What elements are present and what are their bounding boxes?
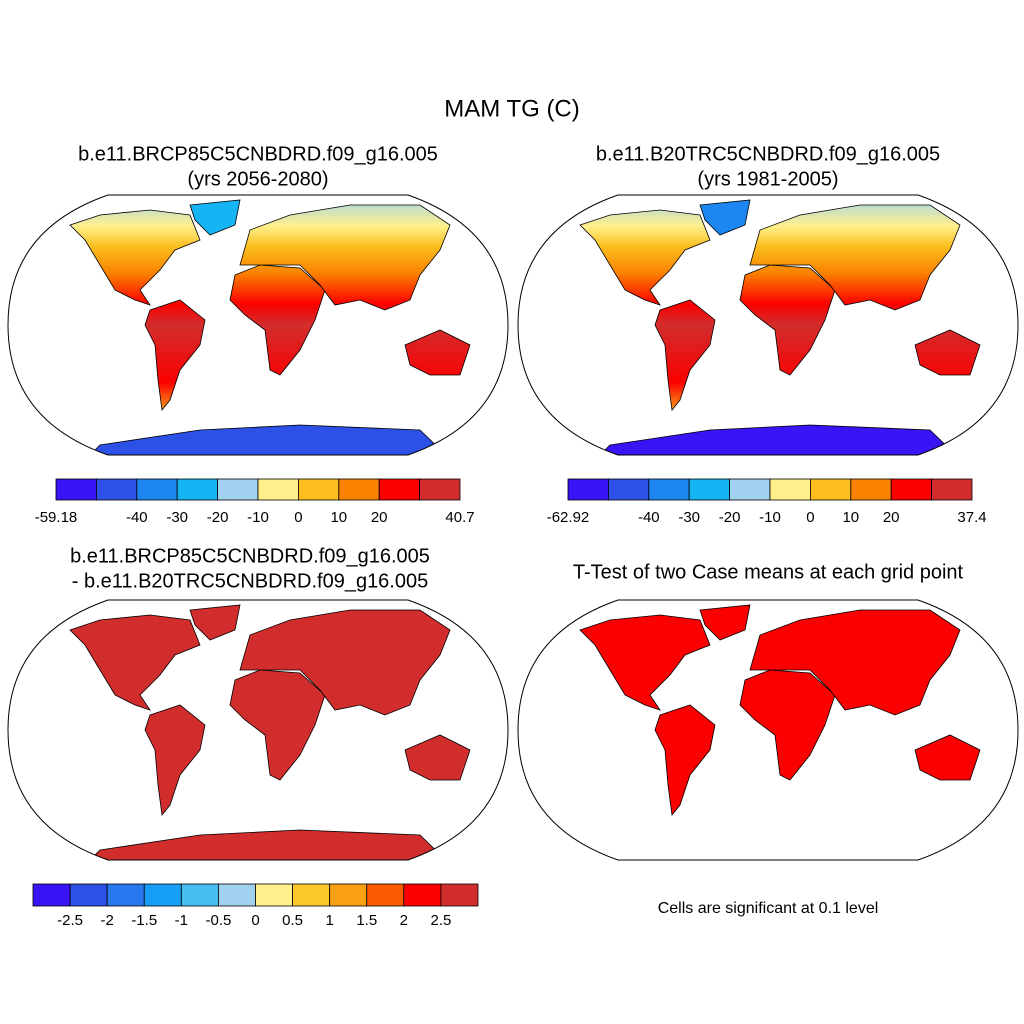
colorbar-label: -20 [719,509,741,526]
note: Cells are significant at 0.1 level [658,900,879,917]
colorbar-box [55,478,97,501]
colorbar-box [292,883,331,907]
colorbar-label: -0.5 [205,912,231,929]
colorbar-box [96,478,138,501]
colorbar-box [890,478,933,501]
colorbar-box [176,478,218,501]
panel-title: b.e11.B20TRC5CNBDRD.f09_g16.005 [596,143,940,165]
colorbar-box [180,883,219,907]
colorbar-label: 0 [294,509,302,526]
colorbar-box [338,478,380,501]
colorbar-label: -1.5 [131,912,157,929]
colorbar-box [419,478,461,501]
colorbar-label: 1 [325,912,333,929]
colorbar-box [931,478,973,501]
colorbar-label: 0.5 [282,912,303,929]
map [517,194,1019,456]
colorbar-label: -30 [166,509,188,526]
colorbar-box [403,883,442,907]
colorbar-box [297,478,340,501]
colorbar-box [136,478,178,501]
colorbar-label: 0 [806,509,814,526]
colorbar-label: 0 [251,912,259,929]
map [7,194,509,456]
colorbar-label: 37.4 [957,509,986,526]
colorbar-box [440,883,479,907]
colorbar-box [648,478,690,501]
colorbar-box [217,478,259,501]
colorbar-box [257,478,299,501]
colorbar-label: -30 [678,509,700,526]
colorbar-label: -40 [126,509,148,526]
colorbar-label: -10 [247,509,269,526]
colorbar-label: 20 [883,509,900,526]
colorbar-label: -59.18 [35,509,78,526]
colorbar-label: -62.92 [547,509,590,526]
colorbar-box [567,478,609,501]
colorbar-box [143,883,182,907]
colorbar-box [850,478,892,501]
colorbar-label: -10 [759,509,781,526]
map [517,599,1019,861]
colorbar-label: 1.5 [356,912,377,929]
colorbar-box [106,883,145,907]
colorbar-box [608,478,650,501]
colorbar-box [69,883,108,907]
colorbar-box [769,478,811,501]
colorbar-box [688,478,731,501]
figure-title: MAM TG (C) [444,95,580,122]
panel-title: b.e11.BRCP85C5CNBDRD.f09_g16.005 [78,143,438,165]
colorbar-box [729,478,771,501]
colorbar-box [366,883,405,907]
colorbar-box [329,883,368,907]
colorbar-label: 10 [330,509,347,526]
panel-title: T-Test of two Case means at each grid po… [573,561,964,583]
map [7,599,509,861]
panel-title: b.e11.BRCP85C5CNBDRD.f09_g16.005 [70,545,430,567]
colorbar-label: -1 [175,912,188,929]
colorbar-box [218,883,256,907]
colorbar-label: 2.5 [430,912,451,929]
colorbar-label: -2 [100,912,113,929]
colorbar-box [378,478,421,501]
panel-subtitle: (yrs 2056-2080) [187,168,328,190]
colorbar-box [32,883,71,907]
colorbar-label: -2.5 [57,912,83,929]
colorbar-label: 20 [371,509,388,526]
colorbar-label: 40.7 [445,509,474,526]
colorbar-label: -20 [207,509,229,526]
panel-subtitle: - b.e11.B20TRC5CNBDRD.f09_g16.005 [72,570,428,592]
colorbar-box [810,478,852,501]
panel-subtitle: (yrs 1981-2005) [697,168,838,190]
colorbar-label: -40 [638,509,660,526]
colorbar-label: 10 [842,509,859,526]
colorbar-box [255,883,293,907]
colorbar-label: 2 [400,912,408,929]
